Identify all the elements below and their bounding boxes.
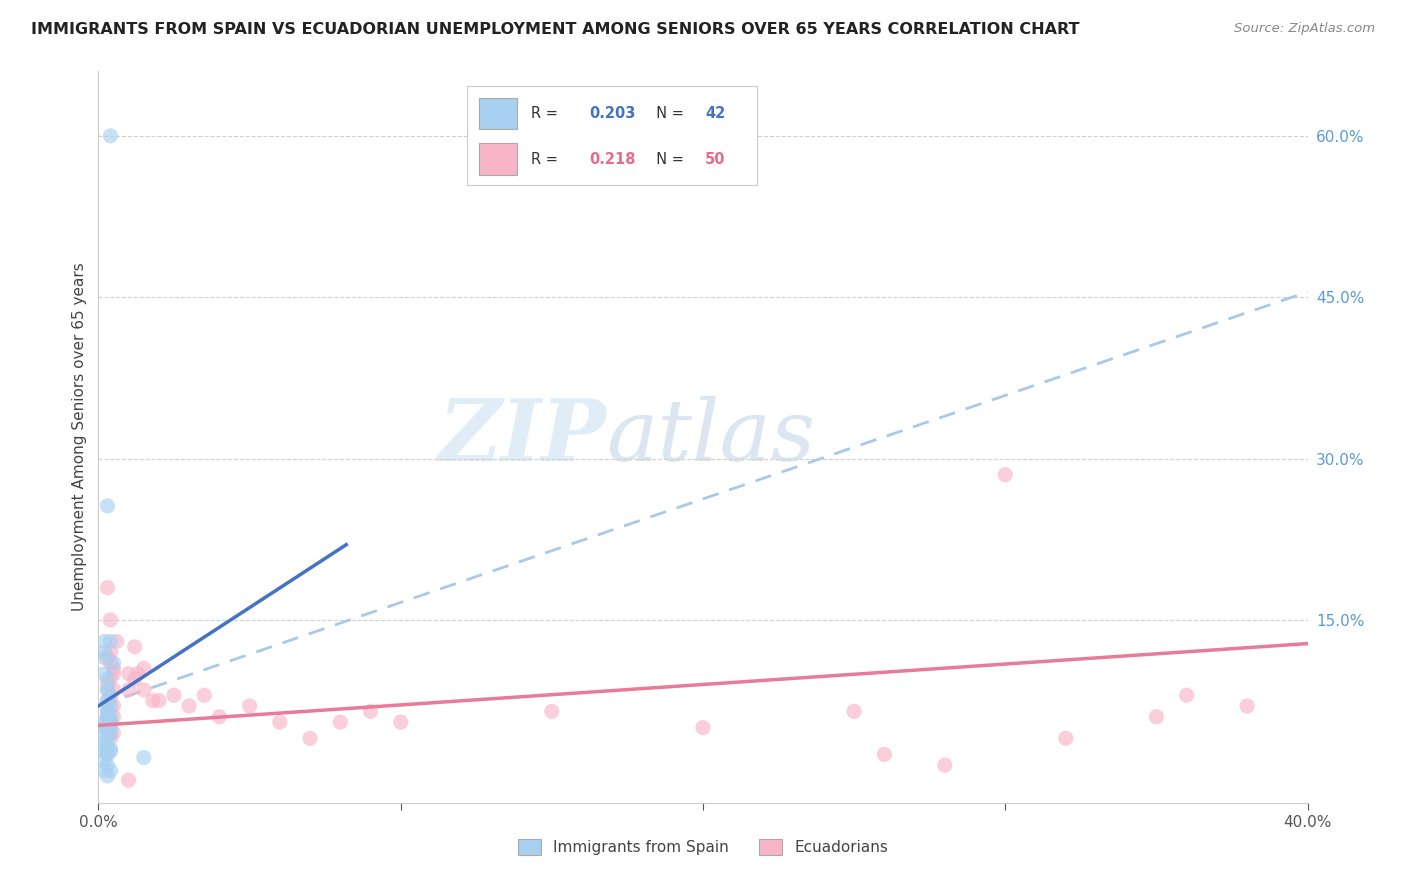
Point bbox=[118, 666, 141, 681]
Point bbox=[1236, 698, 1258, 713]
Point bbox=[103, 698, 125, 713]
Point bbox=[118, 773, 141, 788]
Point bbox=[329, 715, 352, 730]
Point bbox=[96, 682, 118, 697]
Point bbox=[389, 715, 412, 730]
Point bbox=[96, 721, 118, 735]
Point bbox=[93, 743, 115, 757]
Point bbox=[100, 656, 122, 670]
Point bbox=[96, 705, 118, 719]
Point bbox=[127, 666, 149, 681]
Point bbox=[96, 715, 118, 730]
Point bbox=[1054, 731, 1077, 746]
Point bbox=[93, 666, 115, 681]
Point bbox=[124, 672, 146, 686]
Text: Source: ZipAtlas.com: Source: ZipAtlas.com bbox=[1234, 22, 1375, 36]
Point bbox=[100, 731, 122, 746]
Point bbox=[103, 656, 125, 670]
Point bbox=[132, 750, 155, 764]
Text: ZIP: ZIP bbox=[439, 395, 606, 479]
Point bbox=[100, 688, 122, 702]
Text: IMMIGRANTS FROM SPAIN VS ECUADORIAN UNEMPLOYMENT AMONG SENIORS OVER 65 YEARS COR: IMMIGRANTS FROM SPAIN VS ECUADORIAN UNEM… bbox=[31, 22, 1080, 37]
Point bbox=[93, 645, 115, 659]
Legend: Immigrants from Spain, Ecuadorians: Immigrants from Spain, Ecuadorians bbox=[512, 833, 894, 861]
Point bbox=[96, 769, 118, 783]
Point bbox=[934, 758, 956, 772]
Point bbox=[142, 693, 165, 707]
Point bbox=[103, 726, 125, 740]
Point bbox=[93, 737, 115, 751]
Point bbox=[132, 661, 155, 675]
Point bbox=[100, 645, 122, 659]
Point bbox=[873, 747, 896, 762]
Point bbox=[540, 705, 562, 719]
Point bbox=[93, 721, 115, 735]
Point bbox=[100, 672, 122, 686]
Point bbox=[96, 710, 118, 724]
Point bbox=[93, 715, 115, 730]
Point bbox=[100, 128, 122, 143]
Point bbox=[96, 677, 118, 691]
Point bbox=[93, 634, 115, 648]
Point bbox=[193, 688, 215, 702]
Point bbox=[96, 682, 118, 697]
Point bbox=[1144, 710, 1167, 724]
Point bbox=[100, 715, 122, 730]
Point bbox=[96, 747, 118, 762]
Point bbox=[96, 758, 118, 772]
Point bbox=[100, 744, 122, 758]
Point bbox=[100, 613, 122, 627]
Point bbox=[103, 682, 125, 697]
Point bbox=[93, 731, 115, 746]
Point bbox=[269, 715, 291, 730]
Point bbox=[96, 693, 118, 707]
Point bbox=[148, 693, 170, 707]
Point bbox=[118, 682, 141, 697]
Text: atlas: atlas bbox=[606, 396, 815, 478]
Point bbox=[100, 742, 122, 756]
Point bbox=[100, 698, 122, 713]
Point bbox=[96, 705, 118, 719]
Point bbox=[93, 650, 115, 665]
Point bbox=[132, 682, 155, 697]
Point bbox=[163, 688, 186, 702]
Point bbox=[96, 710, 118, 724]
Point bbox=[100, 634, 122, 648]
Point bbox=[124, 640, 146, 654]
Point bbox=[692, 721, 714, 735]
Point bbox=[239, 698, 262, 713]
Point bbox=[103, 710, 125, 724]
Point bbox=[1175, 688, 1198, 702]
Point bbox=[208, 710, 231, 724]
Point bbox=[93, 753, 115, 767]
Point bbox=[96, 672, 118, 686]
Point bbox=[100, 726, 122, 740]
Point bbox=[96, 650, 118, 665]
Point bbox=[96, 742, 118, 756]
Point bbox=[100, 693, 122, 707]
Point bbox=[100, 710, 122, 724]
Point bbox=[100, 721, 122, 735]
Point bbox=[96, 731, 118, 746]
Point bbox=[96, 747, 118, 761]
Point bbox=[844, 705, 866, 719]
Point bbox=[994, 467, 1017, 482]
Point bbox=[103, 666, 125, 681]
Point bbox=[96, 499, 118, 513]
Point bbox=[93, 721, 115, 735]
Point bbox=[96, 705, 118, 719]
Point bbox=[360, 705, 382, 719]
Point bbox=[103, 661, 125, 675]
Point bbox=[179, 698, 201, 713]
Y-axis label: Unemployment Among Seniors over 65 years: Unemployment Among Seniors over 65 years bbox=[72, 263, 87, 611]
Point bbox=[105, 634, 128, 648]
Point bbox=[100, 715, 122, 730]
Point bbox=[96, 693, 118, 707]
Point bbox=[93, 764, 115, 778]
Point bbox=[96, 581, 118, 595]
Point bbox=[100, 726, 122, 740]
Point bbox=[299, 731, 322, 746]
Point bbox=[100, 764, 122, 778]
